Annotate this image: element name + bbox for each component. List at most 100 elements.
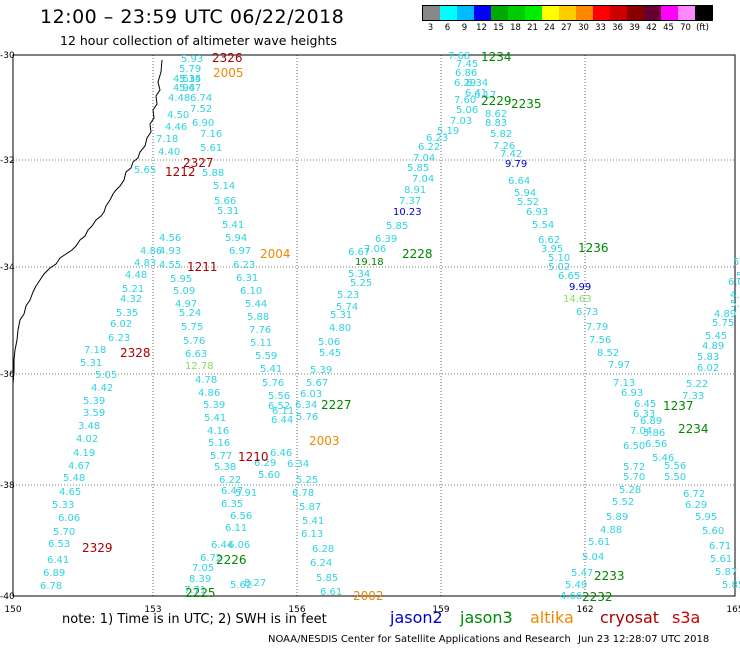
track-time-tag: 2225 [185,586,216,600]
wave-height-value: 5.76 [296,412,318,423]
color-scale-label: 24 [544,23,555,33]
wave-height-value: 5.66 [214,196,236,207]
color-scale-label: 21 [527,23,538,33]
wave-height-value: 5.19 [437,126,459,137]
track-time-tag: 2002 [353,589,384,603]
wave-height-value: 5.60 [258,470,280,481]
wave-height-value: 6.78 [292,488,314,499]
wave-height-value: 6.28 [312,544,334,555]
wave-height-value: 8.52 [597,348,619,359]
wave-height-value: 6.06 [58,513,80,524]
wave-height-value: 4.89 [702,341,724,352]
wave-height-value: 6.35 [221,499,243,510]
wave-height-value: 6.65 [558,271,580,282]
wave-height-value: 6.11 [272,406,294,417]
wave-height-value: 5.16 [208,438,230,449]
track-time-tag: 2235 [511,97,542,111]
wave-height-value: 6.06 [228,540,250,551]
wave-height-value: 19.18 [355,257,384,268]
wave-height-value: 6.23 [108,333,130,344]
wave-height-value: 5.56 [664,461,686,472]
wave-height-value: 4.32 [120,294,142,305]
track-time-tag: 2229 [481,94,512,108]
wave-height-value: 7.52 [190,104,212,115]
wave-height-value: 6.74 [190,93,212,104]
wave-height-value: 5.54 [532,220,554,231]
color-scale-label: 45 [663,23,674,33]
wave-height-value: 7.18 [156,134,178,145]
wave-height-value: 6.03 [300,389,322,400]
wave-height-value: 6.97 [229,246,251,257]
wave-height-value: 6.13 [301,529,323,540]
wave-height-value: 6.22 [219,475,241,486]
color-scale-label: 30 [578,23,589,33]
wave-height-value: 4.53 [173,74,195,85]
wave-height-value: 5.34 [179,74,201,85]
color-scale-label: 6 [444,23,451,33]
wave-height-value: 14.63 [563,294,592,305]
legend-jason2: jason2 [390,608,443,627]
wave-height-value: 5.24 [179,308,201,319]
wave-height-value: 5.31 [330,310,352,321]
wave-height-value: 7.71 [184,585,206,596]
color-scale-label: 70 [680,23,691,33]
wave-height-value: 4.93 [159,246,181,257]
footer-credit: NOAA/NESDIS Center for Satellite Applica… [268,634,571,645]
wave-height-value: 4.42 [91,383,113,394]
wave-height-value: 4.50 [167,110,189,121]
wave-height-value: 5.20 [0,0,22,3]
wave-height-value: 4.67 [68,461,90,472]
wave-height-value: 5.91 [235,488,257,499]
longitude-label: 162 [576,605,593,615]
wave-height-value: 5.49 [0,0,22,3]
wave-height-value: 4.56 [159,233,181,244]
wave-height-value: 6.10 [240,286,262,297]
wave-height-value: 6.89 [640,416,662,427]
color-scale-swatch [457,6,474,20]
wave-height-value: 5.50 [664,472,686,483]
wave-height-value: 5.31 [217,206,239,217]
wave-height-value: 7.97 [608,360,630,371]
wave-height-value: 9.79 [505,159,527,170]
wave-height-value: 7.03 [450,116,472,127]
wave-height-value: 5.59 [736,271,740,282]
wave-height-value: 5.41 [204,413,226,424]
wave-height-value: 5.41 [222,220,244,231]
track-time-tag: 2227 [321,398,352,412]
wave-height-value: 5.65 [134,165,156,176]
color-scale-swatch [695,6,712,20]
track-time-tag: 1234 [481,50,512,64]
wave-height-value: 5.22 [686,379,708,390]
wave-height-value: 6.33 [633,409,655,420]
longitude-label: 159 [432,605,449,615]
wave-height-value: 5.85 [316,573,338,584]
wave-height-value: 5.87 [299,502,321,513]
wave-height-value: 5.21 [122,284,144,295]
color-scale: 3 6 9 12 15 18 21 24 27 30 33 36 39 42 45 70 (ft) [422,5,713,35]
legend-jason3: jason3 [460,608,513,627]
wave-height-value: 5.88 [247,312,269,323]
wave-height-value: 5.48 [63,473,85,484]
wave-height-value: 6.56 [645,439,667,450]
wave-height-value: 5.34 [348,269,370,280]
wave-height-value: 4.48 [168,93,190,104]
wave-height-value: 6.72 [683,489,705,500]
wave-height-value: 6.23 [233,260,255,271]
wave-height-value: 4.55 [159,260,181,271]
color-scale-swatch [440,6,457,20]
wave-height-value: 6.22 [418,142,440,153]
wave-height-value: 7.76 [249,325,271,336]
wave-height-value: 5.94 [514,188,536,199]
wave-height-value: 5.04 [582,552,604,563]
wave-height-value: 6.41 [47,555,69,566]
wave-height-value: 4.97 [175,299,197,310]
wave-height-value: 5.95 [695,512,717,523]
wave-height-value: 7.45 [456,59,478,70]
wave-height-value: 6.93 [526,207,548,218]
footer-timestamp: Jun 23 12:28:07 UTC 2018 [578,634,710,645]
color-scale-swatch [610,6,627,20]
wave-height-value: 6.50 [623,441,645,452]
wave-height-value: 6.45 [634,399,656,410]
wave-height-value: 5.11 [250,338,272,349]
wave-height-value: 7.04 [413,153,435,164]
